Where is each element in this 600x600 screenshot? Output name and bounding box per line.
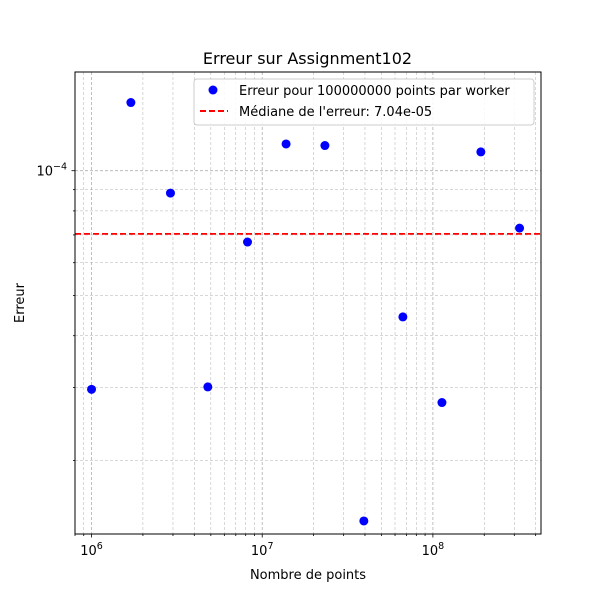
legend-marker-scatter xyxy=(208,85,218,95)
scatter-point xyxy=(87,384,97,394)
scatter-point xyxy=(398,312,408,322)
scatter-point xyxy=(515,223,525,233)
legend-box xyxy=(193,78,535,126)
y-axis-label: Erreur xyxy=(13,282,28,323)
scatter-point xyxy=(203,382,213,392)
x-tick-label: 106 xyxy=(80,541,103,559)
grid-lines xyxy=(74,72,541,534)
scatter-point xyxy=(126,98,136,108)
legend-label-scatter: Erreur pour 100000000 points par worker xyxy=(239,84,510,99)
scatter-point xyxy=(320,141,330,151)
axes-frame xyxy=(74,71,542,535)
scatter-point xyxy=(165,188,175,198)
scatter-point xyxy=(243,237,253,247)
y-axis-ticks: 10−4 xyxy=(36,162,75,461)
scatter-point xyxy=(476,147,486,157)
scatter-point xyxy=(437,398,447,408)
scatter-point xyxy=(281,139,291,149)
scatter-point xyxy=(359,516,369,526)
data-points xyxy=(87,98,525,526)
x-axis-ticks: 106 107 108 xyxy=(74,534,537,559)
x-tick-label: 107 xyxy=(251,541,274,559)
x-tick-label: 108 xyxy=(422,541,445,559)
legend-label-median: Médiane de l'erreur: 7.04e-05 xyxy=(239,105,432,120)
y-tick-label: 10−4 xyxy=(36,162,67,180)
chart-title: Erreur sur Assignment102 xyxy=(203,49,412,68)
x-axis-label: Nombre de points xyxy=(250,568,366,583)
legend: Erreur pour 100000000 points par worker … xyxy=(193,78,535,126)
